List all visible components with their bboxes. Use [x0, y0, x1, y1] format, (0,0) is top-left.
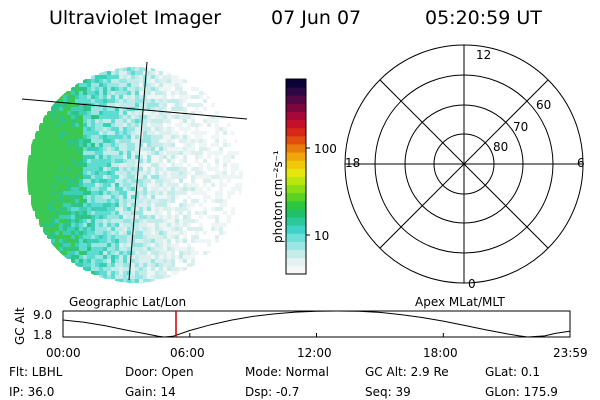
- mlt-label-12: 12: [476, 48, 492, 62]
- orbit-xtick-1200: 12:00: [297, 346, 332, 360]
- orbit-xtick-0600: 06:00: [170, 346, 205, 360]
- colorbar-cell: [286, 168, 306, 177]
- seq-info: Seq: 39: [365, 385, 411, 399]
- uv-image-disk: [27, 67, 243, 283]
- colorbar-cell: [286, 119, 306, 129]
- polar-grid: [344, 44, 584, 284]
- colorbar-cell: [286, 135, 306, 145]
- time-label: 05:20:59 UT: [425, 7, 542, 29]
- orbit-plot-frame: [62, 310, 571, 338]
- orbit-xtick-1800: 18:00: [423, 346, 458, 360]
- colorbar-tick-10: 10: [314, 229, 330, 243]
- colorbar-cell: [286, 249, 306, 259]
- instrument-title: Ultraviolet Imager: [49, 7, 222, 29]
- orbit-xtick-2359: 23:59: [553, 346, 588, 360]
- colorbar-cell: [286, 200, 306, 210]
- colorbar-cell: [286, 184, 306, 194]
- colorbar-cell: [286, 257, 306, 267]
- mlt-label-18: 18: [345, 156, 361, 170]
- colorbar-cell: [286, 160, 306, 169]
- colorbar-cell: [286, 144, 306, 153]
- colorbar-cell: [286, 225, 306, 234]
- mlt-label-6: 6: [577, 156, 585, 170]
- colorbar-cell: [286, 233, 306, 242]
- colorbar-cell: [286, 127, 306, 137]
- door-info: Door: Open: [125, 365, 194, 379]
- colorbar-cell: [286, 176, 306, 186]
- colorbar-cell: [286, 103, 306, 112]
- mlat-label-60: 60: [536, 98, 552, 112]
- orbit-altitude-plot: [62, 310, 571, 338]
- colorbar-cell: [286, 209, 306, 218]
- geographic-longitude-line: [128, 61, 148, 281]
- colorbar-cell: [286, 192, 306, 202]
- orbit-ytick-max: 9.0: [33, 308, 53, 322]
- ip-info: IP: 36.0: [9, 385, 55, 399]
- geographic-caption: Geographic Lat/Lon: [69, 295, 187, 309]
- glat-info: GLat: 0.1: [485, 365, 540, 379]
- orbit-ylabel: GC Alt: [13, 307, 27, 345]
- colorbar-cell: [286, 265, 306, 275]
- colorbar-cell: [286, 217, 306, 226]
- color-scale-bar: [285, 78, 310, 275]
- colorbar-cell: [286, 87, 306, 96]
- apex-caption: Apex MLat/MLT: [415, 295, 505, 309]
- mlt-label-0: 0: [468, 277, 476, 291]
- orbit-ytick-min: 1.8: [33, 328, 53, 342]
- colorbar-cell: [286, 241, 306, 251]
- glon-info: GLon: 175.9: [485, 385, 558, 399]
- dsp-info: Dsp: -0.7: [245, 385, 300, 399]
- date-label: 07 Jun 07: [271, 7, 362, 29]
- mlat-label-80: 80: [493, 140, 509, 154]
- gc-alt-info: GC Alt: 2.9 Re: [365, 365, 449, 379]
- colorbar-cell: [286, 111, 306, 121]
- geographic-latitude-line: [21, 98, 248, 120]
- colorbar-unit-label: photon cm⁻²s⁻¹: [271, 150, 285, 243]
- gain-info: Gain: 14: [125, 385, 176, 399]
- colorbar-cell: [286, 152, 306, 161]
- orbit-xtick-0000: 00:00: [46, 346, 81, 360]
- mlat-label-70: 70: [513, 120, 529, 134]
- orbit-altitude-curve: [62, 310, 570, 338]
- colorbar-cell: [286, 95, 306, 104]
- colorbar-cell: [286, 79, 306, 88]
- colorbar-tick-100: 100: [314, 142, 337, 156]
- filter-info: Flt: LBHL: [9, 365, 63, 379]
- mode-info: Mode: Normal: [245, 365, 329, 379]
